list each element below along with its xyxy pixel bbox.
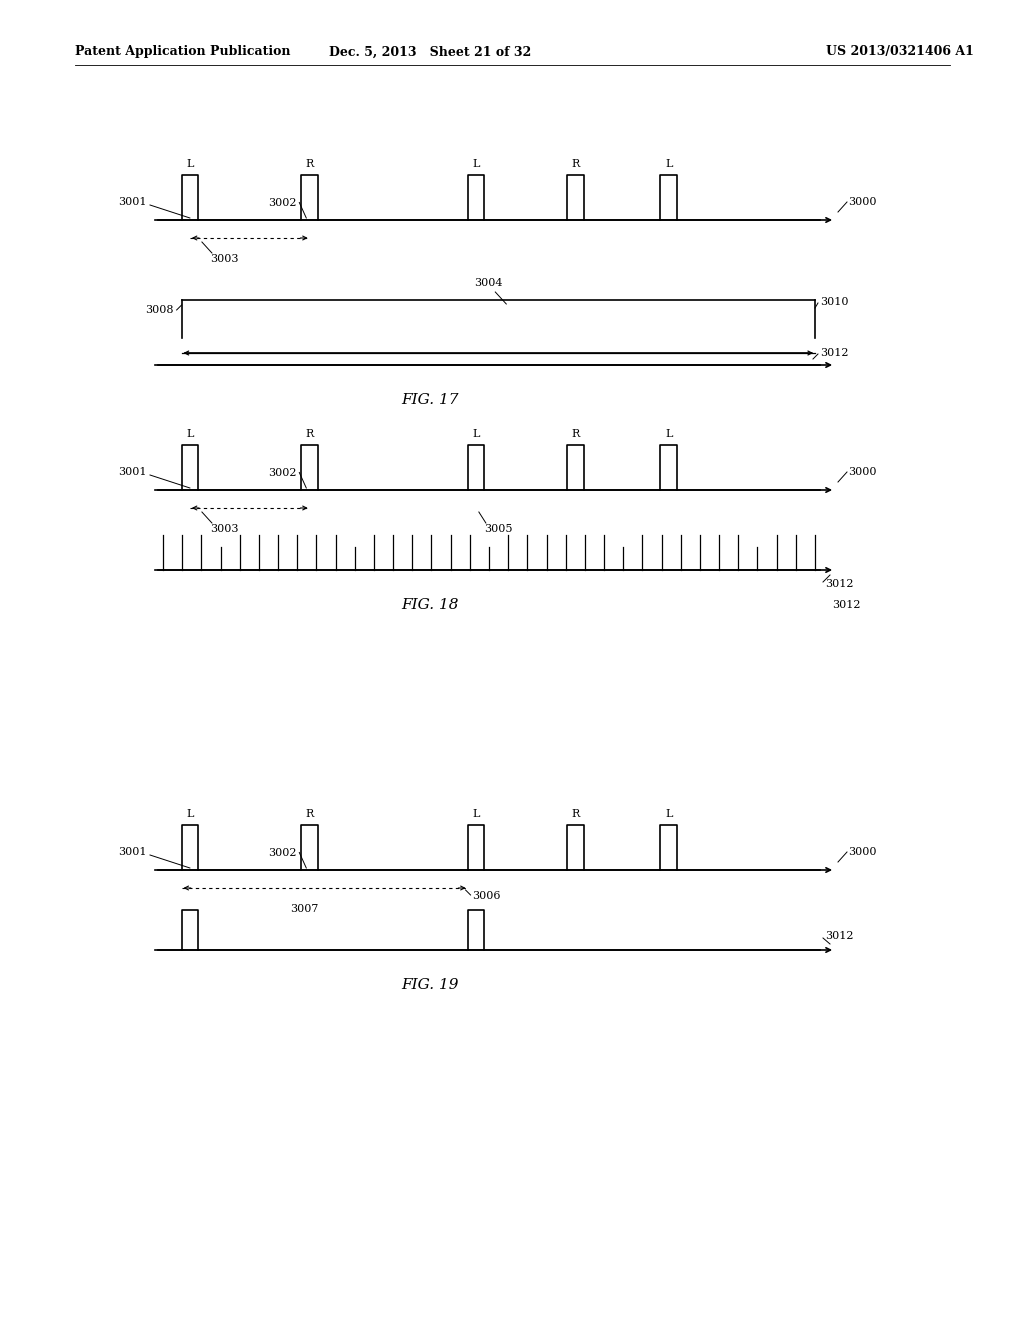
Text: R: R [305, 429, 313, 440]
Text: L: L [665, 809, 673, 818]
Text: 3002: 3002 [268, 847, 296, 858]
Text: R: R [571, 429, 580, 440]
Text: 3001: 3001 [119, 197, 147, 207]
Text: 3001: 3001 [119, 467, 147, 477]
Text: L: L [186, 158, 194, 169]
Text: Patent Application Publication: Patent Application Publication [75, 45, 291, 58]
Text: L: L [186, 809, 194, 818]
Text: 3003: 3003 [210, 524, 239, 535]
Text: 3001: 3001 [119, 847, 147, 857]
Text: FIG. 19: FIG. 19 [401, 978, 459, 993]
Text: 3012: 3012 [831, 601, 860, 610]
Text: 3004: 3004 [474, 279, 503, 288]
Text: Dec. 5, 2013   Sheet 21 of 32: Dec. 5, 2013 Sheet 21 of 32 [329, 45, 531, 58]
Text: US 2013/0321406 A1: US 2013/0321406 A1 [826, 45, 974, 58]
Text: 3002: 3002 [268, 198, 296, 207]
Text: 3006: 3006 [472, 891, 501, 902]
Text: 3008: 3008 [145, 305, 174, 315]
Text: R: R [571, 809, 580, 818]
Text: 3005: 3005 [484, 524, 512, 535]
Text: R: R [305, 809, 313, 818]
Text: R: R [305, 158, 313, 169]
Text: FIG. 18: FIG. 18 [401, 598, 459, 612]
Text: L: L [472, 429, 479, 440]
Text: 3007: 3007 [291, 904, 318, 913]
Text: L: L [665, 158, 673, 169]
Text: L: L [665, 429, 673, 440]
Text: 3012: 3012 [825, 579, 853, 589]
Text: 3000: 3000 [848, 467, 877, 477]
Text: L: L [472, 158, 479, 169]
Text: L: L [472, 809, 479, 818]
Text: 3003: 3003 [210, 253, 239, 264]
Text: 3012: 3012 [825, 931, 853, 941]
Text: 3012: 3012 [820, 348, 849, 358]
Text: FIG. 17: FIG. 17 [401, 393, 459, 407]
Text: R: R [571, 158, 580, 169]
Text: 3000: 3000 [848, 197, 877, 207]
Text: 3002: 3002 [268, 467, 296, 478]
Text: L: L [186, 429, 194, 440]
Text: 3000: 3000 [848, 847, 877, 857]
Text: 3010: 3010 [820, 297, 849, 308]
